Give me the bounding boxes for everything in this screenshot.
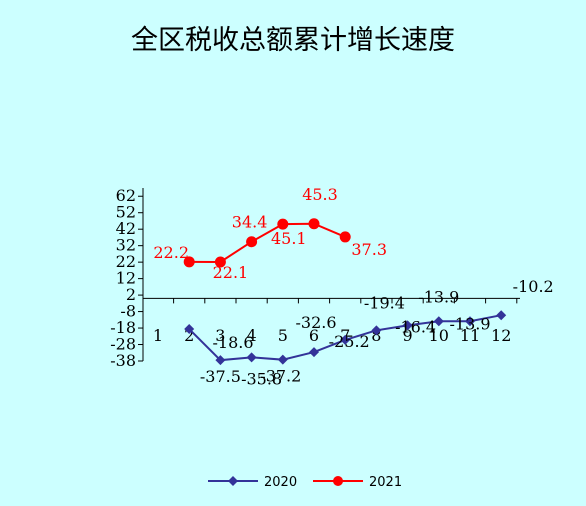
data-label-2020: -18.6: [212, 333, 253, 352]
x-tick-label: 1: [153, 326, 163, 345]
data-label-2020: -37.5: [200, 367, 241, 386]
data-label-2020: -13.9: [449, 314, 490, 333]
y-tick-label: 42: [116, 219, 136, 238]
x-tick-label: 10: [429, 326, 449, 345]
y-tick-label: 32: [116, 236, 136, 255]
y-tick-label: -38: [110, 351, 136, 370]
y-tick-label: 2: [126, 285, 136, 304]
legend-marker-2020: [228, 476, 238, 486]
data-label-2020: -32.6: [295, 313, 336, 332]
y-tick-label: 62: [116, 186, 136, 205]
x-tick-label: 5: [278, 326, 288, 345]
y-tick-label: -18: [110, 318, 136, 337]
y-tick-label: -28: [110, 335, 136, 354]
x-tick-label: 3: [215, 326, 225, 345]
data-point-2021: [183, 256, 195, 268]
data-point-2020: [402, 320, 413, 331]
data-label-2020: -13.9: [418, 287, 459, 306]
data-label-2021: 34.4: [232, 213, 268, 232]
data-label-2020: -35.8: [241, 369, 282, 388]
data-point-2020: [465, 316, 475, 327]
data-point-2021: [214, 256, 226, 268]
y-tick-label: 52: [116, 203, 136, 222]
data-point-2020: [246, 352, 257, 363]
legend-label-2021: 2021: [369, 475, 402, 490]
data-label-2021: 22.2: [153, 243, 189, 262]
y-tick-label: -8: [120, 302, 136, 321]
data-label-2021: 45.1: [271, 229, 307, 248]
x-tick-label: 6: [309, 326, 319, 345]
data-point-2020: [277, 354, 288, 365]
data-label-2020: -10.2: [513, 277, 554, 296]
data-point-2020: [496, 310, 507, 321]
data-point-2020: [309, 347, 319, 358]
y-tick-label: 12: [116, 269, 136, 288]
data-point-2021: [308, 218, 320, 230]
data-label-2021: 45.3: [302, 185, 338, 204]
legend-label-2020: 2020: [264, 475, 297, 490]
data-label-2020: -16.4: [395, 317, 436, 336]
data-label-2021: 37.3: [351, 240, 387, 259]
data-label-2020: -37.2: [260, 367, 301, 386]
chart-title: 全区税收总额累计增长速度: [131, 25, 455, 56]
data-point-2020: [371, 325, 382, 336]
legend-marker-2021: [333, 476, 343, 486]
x-tick-label: 12: [491, 326, 511, 345]
x-tick-label: 2: [184, 326, 194, 345]
x-tick-label: 8: [371, 326, 381, 345]
data-point-2020: [433, 316, 444, 327]
data-label-2020: -25.2: [329, 332, 370, 351]
data-label-2020: -19.4: [364, 293, 405, 312]
data-point-2020: [184, 324, 195, 335]
data-point-2020: [340, 334, 351, 345]
x-tick-label: 11: [460, 326, 480, 345]
x-tick-label: 9: [403, 326, 413, 345]
data-point-2021: [339, 231, 351, 243]
data-label-2021: 22.1: [213, 263, 249, 282]
data-point-2021: [277, 218, 289, 230]
y-tick-label: 22: [116, 252, 136, 271]
data-point-2021: [246, 236, 258, 248]
data-point-2020: [215, 355, 226, 366]
x-tick-label: 4: [247, 326, 257, 345]
